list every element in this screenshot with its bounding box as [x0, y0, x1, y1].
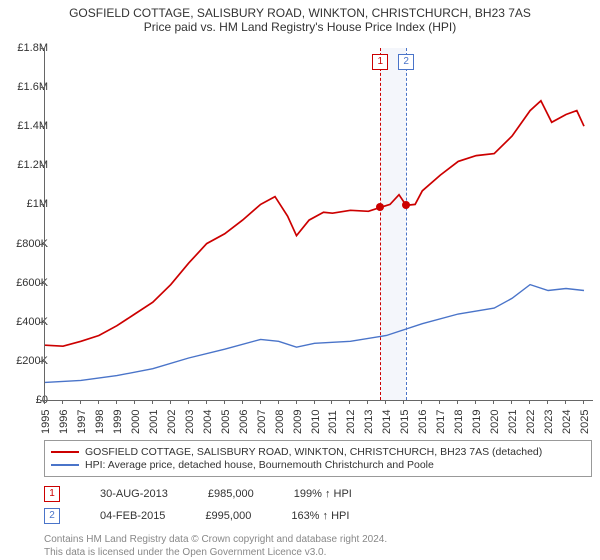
- x-tick-label: 2001: [148, 410, 160, 434]
- transaction-dot-2: [402, 201, 410, 209]
- legend: GOSFIELD COTTAGE, SALISBURY ROAD, WINKTO…: [44, 440, 592, 477]
- x-tick-label: 2009: [292, 410, 304, 434]
- x-tick-label: 2025: [579, 410, 591, 434]
- transaction-delta-2: 163% ↑ HPI: [291, 510, 349, 522]
- legend-row-hpi: HPI: Average price, detached house, Bour…: [51, 459, 585, 471]
- x-tick-label: 2017: [435, 410, 447, 434]
- transaction-date-2: 04-FEB-2015: [100, 510, 165, 522]
- plot-area: 1 2: [44, 48, 593, 401]
- x-tick-label: 1996: [58, 410, 70, 434]
- x-tick-label: 2004: [202, 410, 214, 434]
- legend-label-hpi: HPI: Average price, detached house, Bour…: [85, 459, 434, 471]
- transaction-price-2: £995,000: [205, 510, 251, 522]
- footer-line-2: This data is licensed under the Open Gov…: [44, 547, 592, 560]
- x-tick-label: 2021: [507, 410, 519, 434]
- x-tick-label: 2013: [363, 410, 375, 434]
- x-tick-label: 2010: [310, 410, 322, 434]
- x-tick-label: 2015: [399, 410, 411, 434]
- transaction-date-1: 30-AUG-2013: [100, 488, 168, 500]
- transaction-dot-1: [376, 203, 384, 211]
- transaction-price-1: £985,000: [208, 488, 254, 500]
- footer-line-1: Contains HM Land Registry data © Crown c…: [44, 534, 592, 547]
- legend-label-property: GOSFIELD COTTAGE, SALISBURY ROAD, WINKTO…: [85, 446, 542, 458]
- x-tick-label: 2008: [274, 410, 286, 434]
- x-tick-label: 2022: [525, 410, 537, 434]
- x-tick-label: 1995: [40, 410, 52, 434]
- legend-swatch-property: [51, 451, 79, 453]
- chart-container: GOSFIELD COTTAGE, SALISBURY ROAD, WINKTO…: [0, 0, 600, 560]
- transaction-delta-1: 199% ↑ HPI: [294, 488, 352, 500]
- x-tick-label: 2011: [327, 410, 339, 434]
- x-tick-label: 1998: [94, 410, 106, 434]
- legend-row-property: GOSFIELD COTTAGE, SALISBURY ROAD, WINKTO…: [51, 446, 585, 458]
- x-tick-label: 2016: [417, 410, 429, 434]
- chart-title-line2: Price paid vs. HM Land Registry's House …: [0, 20, 600, 34]
- x-tick-label: 2006: [238, 410, 250, 434]
- x-tick-label: 1999: [112, 410, 124, 434]
- series-property: [45, 101, 584, 346]
- transaction-row-2: 2 04-FEB-2015 £995,000 163% ↑ HPI: [44, 508, 592, 524]
- x-tick-label: 2018: [453, 410, 465, 434]
- series-hpi: [45, 285, 584, 383]
- x-tick-label: 2023: [543, 410, 555, 434]
- transaction-badge-2: 2: [44, 508, 60, 524]
- x-tick-label: 2012: [345, 410, 357, 434]
- chart-title-line1: GOSFIELD COTTAGE, SALISBURY ROAD, WINKTO…: [0, 6, 600, 20]
- legend-swatch-hpi: [51, 464, 79, 466]
- x-tick-label: 2000: [130, 410, 142, 434]
- x-tick-label: 2003: [184, 410, 196, 434]
- x-tick-label: 2002: [166, 410, 178, 434]
- line-plot: [45, 48, 593, 400]
- x-tick-label: 2019: [471, 410, 483, 434]
- x-tick-label: 1997: [76, 410, 88, 434]
- footer: Contains HM Land Registry data © Crown c…: [44, 534, 592, 559]
- x-tick-label: 2007: [256, 410, 268, 434]
- x-tick-label: 2014: [381, 410, 393, 434]
- x-tick-label: 2024: [561, 410, 573, 434]
- title-block: GOSFIELD COTTAGE, SALISBURY ROAD, WINKTO…: [0, 0, 600, 34]
- transaction-row-1: 1 30-AUG-2013 £985,000 199% ↑ HPI: [44, 486, 592, 502]
- transaction-badge-1: 1: [44, 486, 60, 502]
- x-tick-label: 2020: [489, 410, 501, 434]
- x-tick-label: 2005: [220, 410, 232, 434]
